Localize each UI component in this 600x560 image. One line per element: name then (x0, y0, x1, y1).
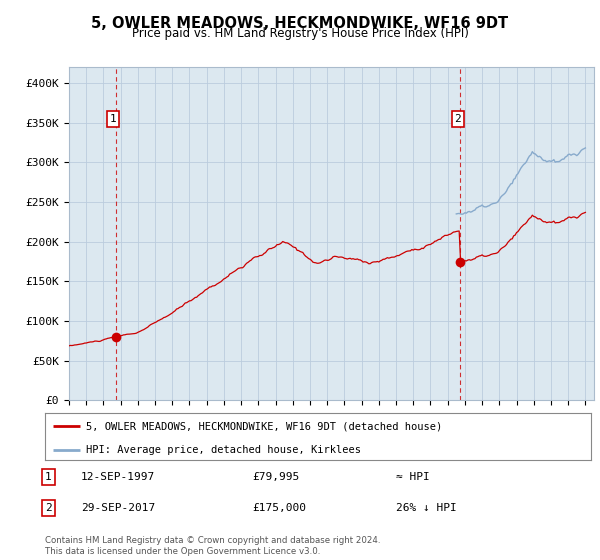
Text: 26% ↓ HPI: 26% ↓ HPI (396, 503, 457, 513)
Text: 1: 1 (110, 114, 116, 124)
Text: 5, OWLER MEADOWS, HECKMONDWIKE, WF16 9DT: 5, OWLER MEADOWS, HECKMONDWIKE, WF16 9DT (91, 16, 509, 31)
Text: 5, OWLER MEADOWS, HECKMONDWIKE, WF16 9DT (detached house): 5, OWLER MEADOWS, HECKMONDWIKE, WF16 9DT… (86, 421, 442, 431)
Text: 2: 2 (45, 503, 52, 513)
Text: 1: 1 (45, 472, 52, 482)
Text: 12-SEP-1997: 12-SEP-1997 (81, 472, 155, 482)
Text: £79,995: £79,995 (252, 472, 299, 482)
Text: £175,000: £175,000 (252, 503, 306, 513)
Text: HPI: Average price, detached house, Kirklees: HPI: Average price, detached house, Kirk… (86, 445, 361, 455)
Text: Price paid vs. HM Land Registry's House Price Index (HPI): Price paid vs. HM Land Registry's House … (131, 27, 469, 40)
Text: ≈ HPI: ≈ HPI (396, 472, 430, 482)
Text: Contains HM Land Registry data © Crown copyright and database right 2024.
This d: Contains HM Land Registry data © Crown c… (45, 536, 380, 556)
Text: 29-SEP-2017: 29-SEP-2017 (81, 503, 155, 513)
Text: 2: 2 (454, 114, 461, 124)
